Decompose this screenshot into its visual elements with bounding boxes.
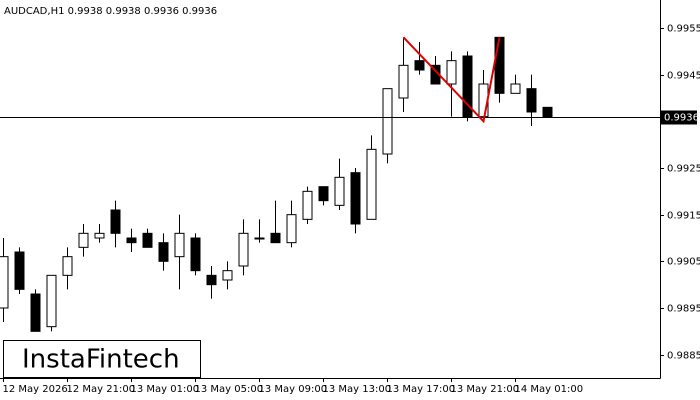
chart-title: AUDCAD,H1 0.9938 0.9938 0.9936 0.9936 [4, 6, 217, 17]
candle-up [446, 60, 457, 85]
candle-up [46, 274, 57, 328]
candle-down [142, 232, 153, 248]
candle-down [350, 172, 361, 225]
candle-down [30, 293, 41, 332]
x-tick-label: 13 May 21:00 [451, 384, 520, 395]
candle-down [158, 242, 169, 262]
candle-down [206, 274, 217, 286]
y-tick-label: 0.9955 [667, 24, 700, 35]
candle-up [94, 232, 105, 239]
candle-down [110, 209, 121, 234]
candle-up [238, 232, 249, 267]
logo-box [3, 340, 201, 378]
candle-down [318, 186, 329, 202]
x-tick-label: 14 May 01:00 [515, 384, 584, 395]
candle-up [222, 270, 233, 281]
x-tick-label: 13 May 13:00 [323, 384, 392, 395]
x-tick-label: 13 May 09:00 [259, 384, 328, 395]
candle-up [174, 232, 185, 258]
x-tick-label: 13 May 01:00 [131, 384, 200, 395]
x-tick-label: 12 May 21:00 [67, 384, 136, 395]
y-tick-label: 0.9925 [667, 164, 700, 175]
y-tick-label: 0.9905 [667, 257, 700, 268]
price-label-box [661, 110, 697, 125]
candle-up [62, 256, 73, 276]
candle-up [398, 64, 409, 99]
candle-up [0, 256, 9, 309]
candle-up [334, 176, 345, 206]
candle-up [286, 214, 297, 244]
candle-down [190, 237, 201, 272]
x-tick-label: 13 May 17:00 [387, 384, 456, 395]
logo: InstaFintech [22, 345, 180, 375]
candle-down [462, 55, 473, 118]
candle-down [14, 251, 25, 290]
candle-up [302, 190, 313, 220]
x-tick-label: 12 May 2026 [3, 384, 68, 395]
candle-down [414, 60, 425, 71]
pattern-line [402, 36, 501, 124]
candle-down [126, 237, 137, 244]
candle-down [526, 88, 537, 113]
x-tick-label: 13 May 05:00 [195, 384, 264, 395]
candle-up [382, 88, 393, 155]
candle-up [254, 237, 265, 240]
y-tick-label: 0.9915 [667, 211, 700, 222]
candle-up [78, 232, 89, 248]
candle-down [494, 36, 505, 94]
y-tick-label: 0.9885 [667, 351, 700, 362]
candle-up [510, 83, 521, 94]
y-tick-label: 0.9895 [667, 304, 700, 315]
candle-down [542, 106, 553, 118]
price-label: 0.9936 [664, 113, 699, 124]
candle-down [270, 232, 281, 244]
y-tick-label: 0.9945 [667, 71, 700, 82]
candle-up [366, 148, 377, 220]
